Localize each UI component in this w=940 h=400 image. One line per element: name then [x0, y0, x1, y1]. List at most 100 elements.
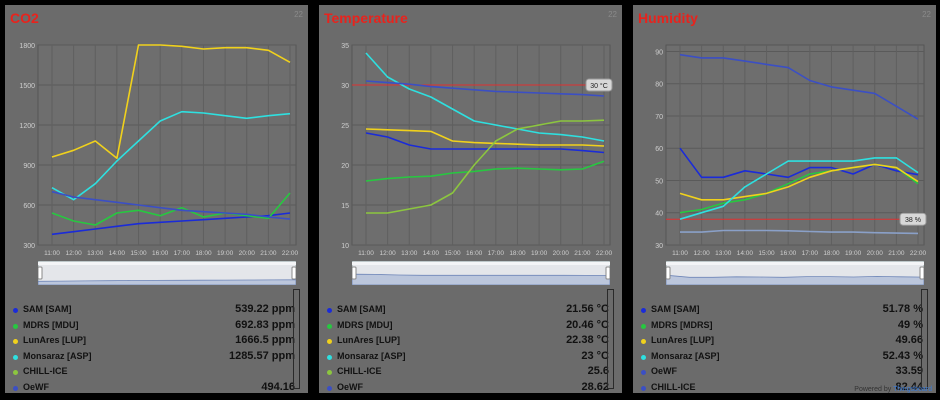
- legend-item[interactable]: CHILL-ICE: [13, 365, 295, 381]
- threshold-label: 30 °C: [590, 82, 608, 90]
- series-line: [679, 163, 919, 201]
- x-tick-label: 22:00: [910, 250, 927, 257]
- y-tick-label: 60: [655, 146, 663, 153]
- series-line: [51, 110, 291, 201]
- legend-dot-icon: [327, 370, 332, 375]
- time-navigator[interactable]: [38, 261, 296, 285]
- x-tick-label: 12:00: [693, 250, 710, 257]
- y-tick-label: 20: [341, 163, 349, 170]
- legend-name: MDRS [MDU]: [337, 319, 393, 330]
- legend-name: MDRS [MDRS]: [651, 319, 713, 330]
- series-line: [680, 229, 919, 235]
- legend-dot-icon: [641, 385, 646, 391]
- navigator-handle-right[interactable]: [291, 266, 296, 280]
- navigator-handle-left[interactable]: [352, 266, 357, 280]
- legend-name: SAM [SAM]: [23, 304, 72, 314]
- navigator-series: [38, 279, 296, 285]
- navigator-handle-left[interactable]: [666, 266, 671, 280]
- legend: SAM [SAM] 539.22 ppm MDRS [MDU] 692.83 ppm L…: [13, 303, 295, 393]
- legend-value: 49 %: [897, 318, 923, 331]
- panel-corner-number: 22: [922, 10, 931, 19]
- legend-item[interactable]: Monsaraz [ASP] 52.43 %: [641, 350, 923, 366]
- legend-item[interactable]: MDRS [MDU] 692.83 ppm: [13, 319, 295, 335]
- y-tick-label: 30: [655, 243, 663, 250]
- navigator-handle-right[interactable]: [605, 266, 610, 280]
- panel-corner-number: 22: [608, 10, 617, 19]
- series-line: [365, 132, 605, 154]
- legend-item[interactable]: OeWF 494.16: [13, 381, 295, 394]
- legend-name: OeWF: [23, 381, 49, 392]
- legend-scrollbar[interactable]: [607, 289, 614, 389]
- legend-item[interactable]: MDRS [MDU] 20.46 °C: [327, 319, 609, 335]
- legend-item[interactable]: SAM [SAM] 539.22 ppm: [13, 303, 295, 319]
- thingsboard-link[interactable]: Thingsboard: [893, 386, 932, 393]
- legend-item[interactable]: LunAres [LUP] 1666.5 ppm: [13, 334, 295, 350]
- y-tick-label: 15: [341, 203, 349, 210]
- x-tick-label: 11:00: [44, 250, 60, 257]
- navigator-top-bar: [666, 262, 924, 265]
- y-tick-label: 10: [341, 243, 349, 250]
- x-tick-label: 17:00: [488, 250, 505, 257]
- series-line: [365, 160, 605, 182]
- legend-item[interactable]: CHILL-ICE 82.44: [641, 381, 923, 394]
- time-navigator[interactable]: [666, 261, 924, 285]
- legend-dot-icon: [327, 354, 332, 360]
- temperature-panel: Temperature 22 10 15 20 25 30 35 11:00 12:00 13:…: [319, 5, 622, 393]
- legend-dot-icon: [327, 308, 332, 313]
- x-tick-label: 17:00: [174, 250, 191, 257]
- x-tick-label: 20:00: [867, 250, 884, 257]
- x-tick-label: 15:00: [444, 250, 461, 257]
- legend: SAM [SAM] 21.56 °C MDRS [MDU] 20.46 °C LunAr…: [327, 303, 609, 393]
- panel-title: CO2: [10, 10, 39, 26]
- y-tick-label: 300: [23, 243, 35, 250]
- x-tick-label: 21:00: [574, 250, 591, 257]
- legend-dot-icon: [641, 308, 646, 313]
- legend-value: 20.46 °C: [566, 318, 609, 331]
- x-tick-label: 15:00: [758, 250, 775, 257]
- x-tick-label: 17:00: [802, 250, 819, 257]
- y-tick-label: 35: [341, 43, 349, 50]
- navigator-handle-right[interactable]: [919, 266, 924, 280]
- threshold-label: 38 %: [905, 217, 921, 224]
- series-line: [51, 44, 291, 160]
- legend-dot-icon: [641, 370, 646, 375]
- panel-title: Temperature: [324, 10, 408, 26]
- legend-scrollbar[interactable]: [293, 289, 300, 389]
- series-line: [365, 80, 605, 97]
- y-tick-label: 30: [341, 83, 349, 90]
- humidity-chart: 30 40 50 60 70 80 90 11:00 12:00 13:00 14:00 15:00 1…: [655, 44, 927, 257]
- y-tick-label: 90: [655, 49, 663, 56]
- legend-item[interactable]: OeWF 33.59: [641, 365, 923, 381]
- legend-item[interactable]: SAM [SAM] 51.78 %: [641, 303, 923, 319]
- plot-area: [665, 44, 925, 246]
- x-tick-label: 21:00: [888, 250, 905, 257]
- panel-title: Humidity: [638, 10, 698, 26]
- legend-value: 49.66: [895, 334, 923, 346]
- legend-name: LunAres [LUP]: [337, 335, 400, 345]
- powered-by-text: Powered by: [854, 386, 892, 393]
- navigator-handle-left[interactable]: [38, 266, 43, 280]
- legend-name: LunAres [LUP]: [651, 335, 714, 345]
- threshold-badge: [585, 78, 613, 92]
- legend-item[interactable]: CHILL-ICE 25.6: [327, 365, 609, 381]
- series-line: [365, 52, 605, 142]
- legend-scrollbar[interactable]: [921, 289, 928, 389]
- time-navigator[interactable]: [352, 261, 610, 285]
- legend-name: CHILL-ICE: [651, 381, 696, 392]
- legend-item[interactable]: Monsaraz [ASP] 23 °C: [327, 350, 609, 366]
- series-line: [679, 157, 919, 220]
- legend-item[interactable]: SAM [SAM] 21.56 °C: [327, 303, 609, 319]
- legend-value: 33.59: [895, 365, 923, 377]
- legend-item[interactable]: Monsaraz [ASP] 1285.57 ppm: [13, 350, 295, 366]
- legend-name: OeWF: [337, 381, 363, 392]
- legend-item[interactable]: LunAres [LUP] 49.66: [641, 334, 923, 350]
- legend-item[interactable]: MDRS [MDRS] 49 %: [641, 319, 923, 335]
- panel-corner-number: 22: [294, 10, 303, 19]
- x-tick-label: 16:00: [152, 250, 169, 257]
- legend-item[interactable]: OeWF 28.62: [327, 381, 609, 394]
- threshold-badge: [899, 212, 927, 226]
- legend-item[interactable]: LunAres [LUP] 22.38 °C: [327, 334, 609, 350]
- y-tick-label: 25: [341, 123, 349, 130]
- x-tick-label: 19:00: [845, 250, 862, 257]
- legend-value: 52.43 %: [882, 349, 923, 362]
